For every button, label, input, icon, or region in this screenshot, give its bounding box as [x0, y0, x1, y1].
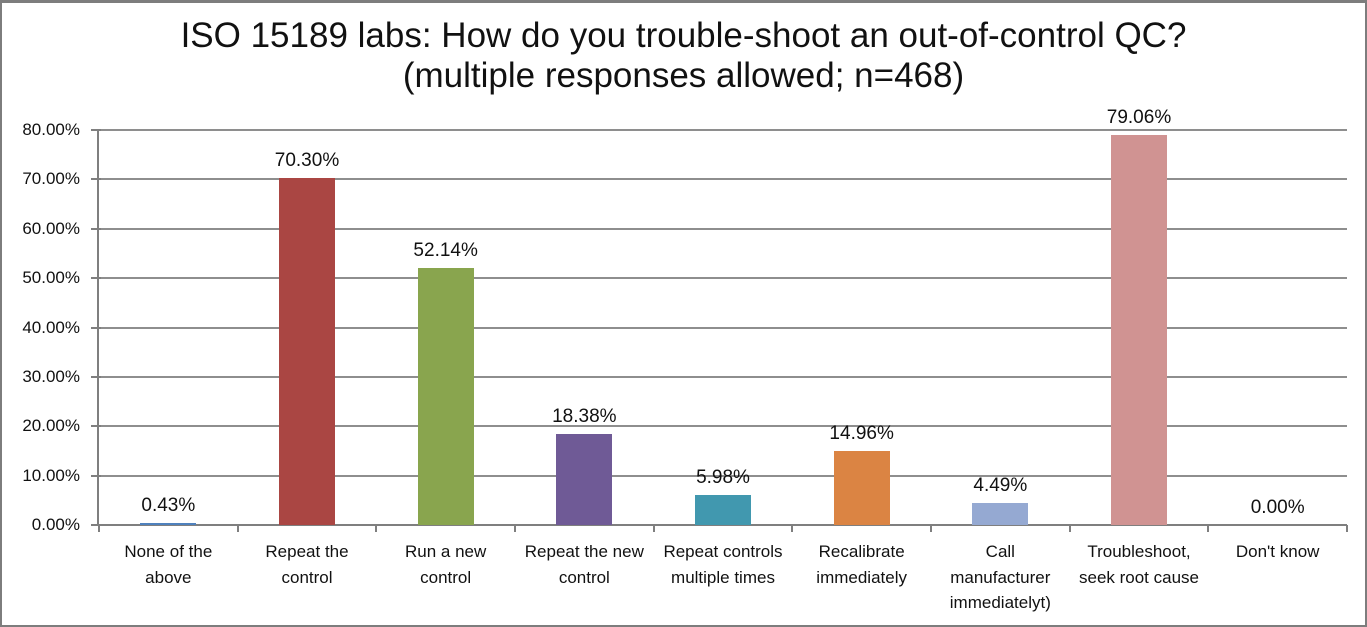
bar	[556, 434, 613, 525]
y-axis-labels: 0.00% 10.00% 20.00% 30.00% 40.00% 50.00% 60.00…	[2, 120, 88, 534]
category-label: Don't know	[1235, 542, 1320, 561]
x-axis-tick	[1068, 525, 1071, 532]
gridline	[99, 277, 1347, 280]
y-axis-tick	[91, 425, 101, 428]
y-axis-tick-label: 70.00%	[22, 169, 80, 189]
x-axis-tick	[791, 525, 794, 532]
chart-title: ISO 15189 labs: How do you trouble-shoot…	[180, 16, 1187, 95]
category-label: Call manufacturer immediatelyt)	[949, 542, 1051, 612]
gridline	[99, 178, 1347, 181]
y-axis-tick	[91, 227, 101, 230]
y-axis-tick-label: 40.00%	[22, 317, 80, 337]
category-label: Repeat the control	[265, 542, 349, 587]
plot-area: 0.43% None of the above 70.30% Repeat the c…	[91, 107, 1348, 612]
bar	[972, 502, 1029, 525]
y-axis-tick	[91, 524, 101, 526]
bar-value-label: 5.98%	[696, 467, 750, 489]
x-axis-tick	[929, 525, 932, 532]
category-label: Run a new control	[405, 542, 487, 587]
gridline	[99, 474, 1347, 477]
y-axis-tick-label: 20.00%	[22, 416, 80, 436]
gridline	[99, 425, 1347, 428]
x-axis-tick	[1346, 525, 1348, 532]
bar	[833, 451, 890, 525]
y-axis-tick-label: 80.00%	[22, 120, 80, 139]
y-axis-tick-label: 60.00%	[22, 218, 80, 238]
gridline	[99, 375, 1347, 378]
bar	[140, 522, 197, 525]
category-label: Recalibrate immediately	[816, 542, 907, 587]
x-axis-tick	[1207, 525, 1210, 532]
y-axis-tick	[91, 474, 101, 477]
x-axis-tick	[652, 525, 655, 532]
x-axis-tick	[236, 525, 239, 532]
bar-value-label: 52.14%	[413, 239, 478, 261]
bar-value-label: 0.43%	[141, 494, 196, 516]
y-axis-tick-label: 50.00%	[22, 268, 80, 288]
category-label: None of the above	[124, 542, 213, 587]
bar-value-label: 0.00%	[1250, 497, 1305, 518]
gridline	[99, 227, 1347, 230]
bar	[279, 177, 335, 525]
y-axis-tick	[91, 129, 101, 131]
y-axis-tick-label: 0.00%	[31, 515, 80, 534]
category-label: Repeat controls multiple times	[663, 542, 783, 587]
bar-value-label: 18.38%	[552, 406, 617, 428]
bar	[417, 267, 474, 525]
bar	[1111, 134, 1167, 525]
bar-value-label: 79.06%	[1106, 106, 1172, 128]
x-axis-line	[97, 524, 1347, 526]
y-axis-tick	[91, 178, 101, 181]
x-axis-tick	[513, 525, 516, 532]
bar	[695, 495, 751, 525]
x-axis-tick	[98, 525, 100, 532]
bar-value-label: 4.49%	[973, 474, 1028, 496]
category-label: Repeat the new control	[524, 542, 644, 587]
bar-value-label: 14.96%	[829, 423, 894, 445]
category-label: Troubleshoot, seek root cause	[1078, 542, 1199, 587]
y-axis-tick	[91, 277, 101, 280]
gridline	[99, 326, 1347, 329]
y-axis-tick-label: 30.00%	[22, 366, 80, 386]
gridline	[99, 129, 1347, 131]
y-axis-tick-label: 10.00%	[22, 465, 80, 485]
bar-value-label: 70.30%	[274, 149, 340, 171]
y-axis-tick	[91, 375, 101, 378]
x-axis-tick	[375, 525, 378, 532]
y-axis-tick	[91, 326, 101, 329]
